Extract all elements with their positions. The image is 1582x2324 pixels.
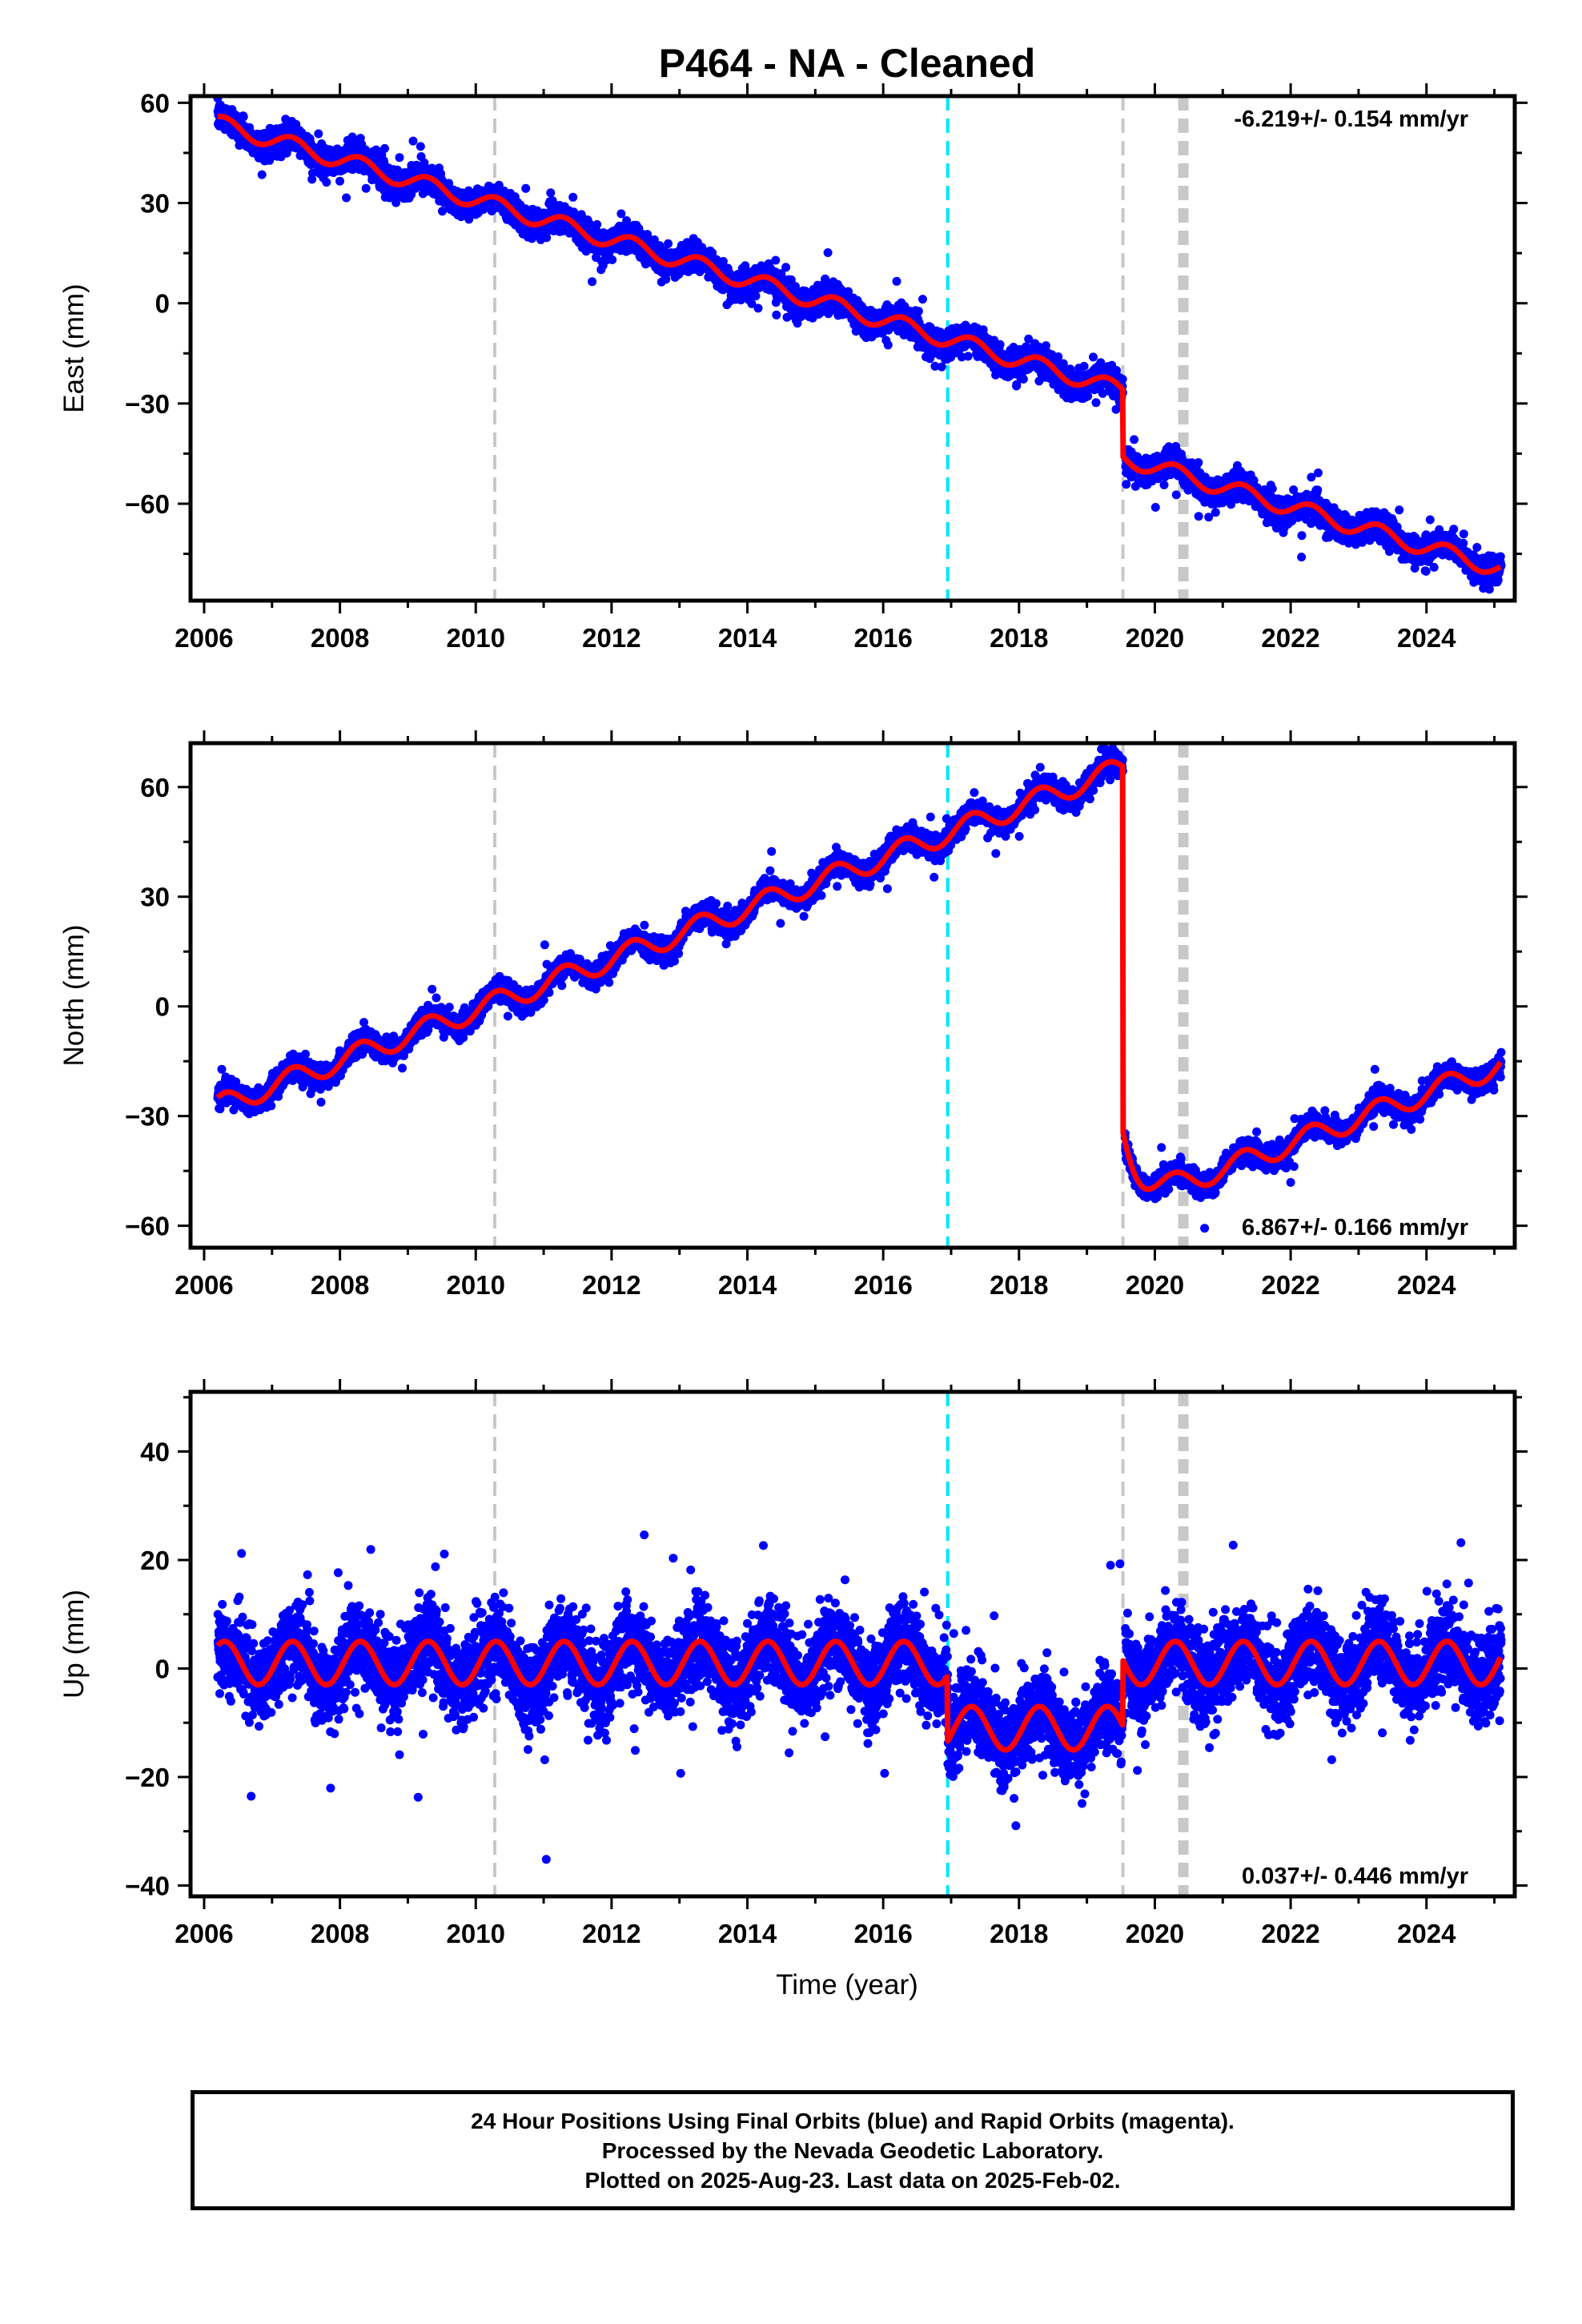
data-point [257, 170, 267, 179]
data-point [616, 209, 626, 219]
event-lines [492, 96, 1189, 601]
data-point [588, 277, 597, 287]
data-point [772, 310, 781, 320]
data-point [592, 219, 602, 229]
data-point [913, 307, 923, 316]
data-point [1079, 361, 1089, 371]
data-point [438, 207, 447, 216]
data-point [1118, 375, 1127, 384]
data-point [239, 112, 248, 122]
data-point [608, 255, 617, 264]
data-point [1091, 398, 1101, 408]
data-point [937, 362, 946, 372]
data-point [918, 295, 927, 304]
data-point [361, 183, 371, 193]
data-point [322, 178, 331, 187]
data-point [664, 239, 673, 248]
data-point [408, 136, 418, 146]
panel-east: 2006 2008 2010 2012 2014 2016 2018 2020 2022 2024… [58, 83, 1528, 653]
data-point [883, 340, 893, 350]
data-point [751, 292, 761, 301]
plot-area [213, 96, 1506, 601]
data-point [314, 129, 323, 139]
data-point [781, 263, 791, 272]
data-point [335, 176, 344, 186]
data-point [963, 352, 973, 361]
data-point [380, 143, 389, 153]
data-point [1018, 374, 1028, 384]
data-point [546, 188, 556, 198]
data-points [213, 96, 1506, 594]
data-point [521, 183, 531, 193]
data-point [753, 304, 763, 313]
data-point [1130, 435, 1139, 444]
data-point [395, 153, 404, 163]
data-point [995, 340, 1005, 349]
data-point [892, 276, 901, 286]
data-point [823, 248, 833, 257]
data-point [771, 255, 781, 265]
data-point [371, 145, 381, 155]
chart-title: P464 - NA - Cleaned [659, 41, 1036, 86]
data-point [1122, 480, 1131, 489]
data-point [416, 142, 425, 151]
data-point [1089, 352, 1098, 362]
data-point [568, 192, 578, 202]
data-point [342, 193, 351, 203]
